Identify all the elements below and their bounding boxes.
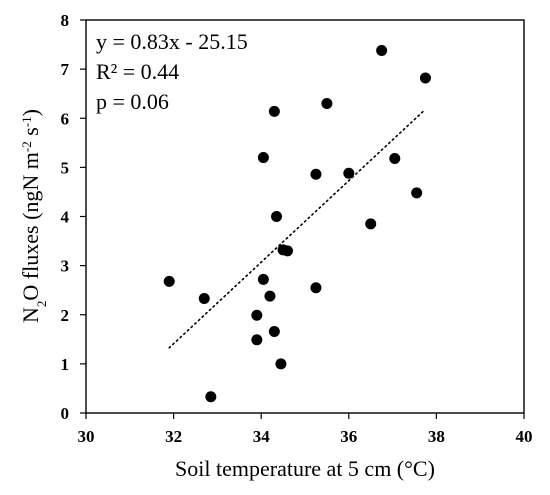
- data-point-11: [275, 358, 287, 370]
- x-tick-labels: 30 32 34 36 38 40: [78, 427, 533, 446]
- data-point-1: [198, 293, 210, 305]
- data-point-13: [281, 245, 293, 257]
- data-point-10: [271, 211, 283, 222]
- data-point-19: [376, 44, 388, 56]
- data-point-15: [310, 282, 322, 294]
- data-point-18: [365, 218, 377, 230]
- y-tick-label-2: 2: [61, 306, 70, 325]
- data-point-16: [321, 98, 333, 110]
- y-tick-label-5: 5: [61, 158, 70, 177]
- data-points: [163, 44, 431, 403]
- p-value-label: p = 0.06: [96, 89, 169, 114]
- x-tick-label-2: 34: [253, 427, 271, 446]
- data-point-20: [389, 153, 401, 165]
- data-point-5: [257, 152, 269, 164]
- x-axis-title: Soil temperature at 5 cm (°C): [175, 456, 435, 481]
- x-tick-label-4: 38: [428, 427, 445, 446]
- r-squared-label: R² = 0.44: [96, 59, 179, 84]
- data-point-7: [264, 290, 276, 302]
- y-tick-labels: 0 1 2 3 4 5 6 7 8: [61, 11, 70, 423]
- tick-marks: [80, 19, 525, 419]
- y-tick-label-1: 1: [61, 355, 70, 374]
- regression-equation: y = 0.83x - 25.15: [96, 29, 248, 54]
- data-point-22: [419, 72, 431, 84]
- y-tick-label-4: 4: [61, 208, 70, 227]
- x-tick-label-0: 30: [78, 427, 95, 446]
- y-tick-label-3: 3: [61, 257, 70, 276]
- y-tick-label-8: 8: [61, 11, 70, 30]
- data-point-8: [268, 105, 280, 117]
- x-tick-label-5: 40: [516, 427, 533, 446]
- x-tick-label-3: 36: [340, 427, 357, 446]
- trendline: [168, 110, 425, 349]
- y-tick-label-0: 0: [61, 404, 70, 423]
- y-tick-label-7: 7: [61, 60, 70, 79]
- data-point-3: [251, 309, 263, 321]
- y-axis-title: N2O fluxes (ngN m-2 s-1): [18, 109, 49, 323]
- data-point-2: [205, 391, 217, 403]
- data-point-0: [163, 275, 175, 287]
- data-point-6: [257, 273, 269, 285]
- y-tick-label-6: 6: [61, 109, 70, 128]
- data-point-21: [411, 187, 423, 199]
- data-point-14: [310, 168, 322, 180]
- x-tick-label-1: 32: [165, 427, 182, 446]
- data-point-17: [343, 167, 355, 179]
- data-point-4: [251, 334, 263, 346]
- data-point-9: [268, 325, 280, 337]
